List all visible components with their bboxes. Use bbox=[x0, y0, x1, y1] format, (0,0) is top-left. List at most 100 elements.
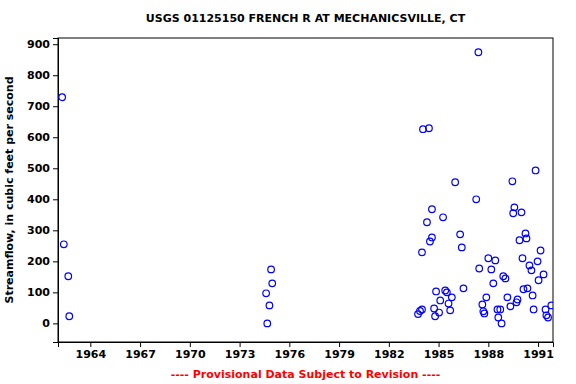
point bbox=[492, 257, 499, 264]
point bbox=[511, 204, 518, 211]
point bbox=[485, 255, 492, 262]
x-tick-mark bbox=[488, 342, 489, 347]
title: USGS 01125150 FRENCH R AT MECHANICSVILLE… bbox=[146, 12, 466, 25]
y-tick-label: 700 bbox=[27, 100, 50, 113]
point bbox=[483, 294, 490, 301]
point bbox=[530, 306, 537, 313]
point bbox=[419, 249, 426, 256]
point bbox=[65, 273, 72, 280]
point bbox=[548, 302, 553, 309]
point bbox=[537, 247, 544, 254]
point bbox=[514, 296, 521, 303]
point bbox=[545, 314, 552, 321]
x-tick-mark bbox=[389, 342, 390, 347]
y-tick: 300 bbox=[27, 224, 58, 237]
y-tick-label: 400 bbox=[27, 193, 50, 206]
y-tick-label: 200 bbox=[27, 255, 50, 268]
point bbox=[490, 280, 497, 287]
point bbox=[452, 179, 459, 186]
plot: 1964 1967 1970 1973 1976 1979 1982 1985 1988 1991… bbox=[27, 38, 555, 361]
point bbox=[440, 214, 447, 221]
x-tick-label: 1982 bbox=[374, 348, 405, 361]
x-tick-mark bbox=[289, 342, 290, 347]
y-tick: 200 bbox=[27, 255, 58, 268]
x-tick: 1964 bbox=[76, 342, 107, 361]
y-tick: 600 bbox=[27, 131, 58, 144]
point bbox=[424, 219, 431, 226]
point bbox=[436, 309, 443, 316]
point bbox=[263, 290, 270, 297]
point bbox=[457, 231, 464, 238]
y-tick: 700 bbox=[27, 100, 58, 113]
chart: 1964 1967 1970 1973 1976 1979 1982 1985 1988 1991… bbox=[0, 0, 576, 384]
point bbox=[516, 237, 523, 244]
point bbox=[445, 300, 452, 307]
point bbox=[419, 306, 426, 313]
y-tick: 0 bbox=[42, 317, 58, 330]
x-tick: 1979 bbox=[324, 342, 355, 361]
point bbox=[473, 196, 480, 203]
point bbox=[264, 320, 271, 327]
point bbox=[540, 271, 547, 278]
x-tick: 1985 bbox=[424, 342, 455, 361]
x-tick: 1973 bbox=[225, 342, 256, 361]
y-tick-mark bbox=[53, 199, 58, 200]
point bbox=[519, 255, 526, 262]
point bbox=[534, 258, 541, 265]
y-axis-line bbox=[53, 39, 59, 343]
y-tick: 100 bbox=[27, 286, 58, 299]
x-tick-label: 1991 bbox=[523, 348, 554, 361]
x-tick-label: 1970 bbox=[175, 348, 206, 361]
point bbox=[437, 297, 444, 304]
point bbox=[66, 313, 73, 320]
y-tick-mark bbox=[53, 106, 58, 107]
point bbox=[269, 280, 276, 287]
point bbox=[524, 285, 531, 292]
point bbox=[442, 287, 449, 294]
y-tick: 400 bbox=[27, 193, 58, 206]
y-tick: 500 bbox=[27, 162, 58, 175]
point bbox=[59, 94, 66, 101]
point bbox=[507, 303, 514, 310]
plot-frame bbox=[58, 38, 553, 342]
x-tick-mark bbox=[439, 342, 440, 347]
point bbox=[449, 294, 456, 301]
y-tick-label: 100 bbox=[27, 286, 50, 299]
y-axis: 0 100 200 300 400 500 600 700 800 900 bbox=[27, 38, 58, 342]
y-tick: 800 bbox=[27, 69, 58, 82]
x-tick-label: 1964 bbox=[76, 348, 107, 361]
x-tick-mark bbox=[538, 342, 539, 347]
point bbox=[266, 302, 273, 309]
x-tick-mark bbox=[240, 342, 241, 347]
y-axis-title: Streamflow, in cubic feet per second bbox=[3, 76, 16, 303]
point bbox=[523, 235, 530, 242]
y-tick-mark bbox=[53, 292, 58, 293]
x-tick: 1976 bbox=[275, 342, 306, 361]
x-tick: 1988 bbox=[474, 342, 505, 361]
point bbox=[427, 238, 434, 245]
x-tick-mark bbox=[190, 342, 191, 347]
x-tick: 1967 bbox=[125, 342, 156, 361]
point bbox=[426, 125, 433, 132]
point bbox=[447, 307, 454, 314]
point bbox=[488, 266, 495, 273]
y-tick-mark bbox=[53, 323, 58, 324]
point bbox=[268, 266, 275, 273]
point bbox=[479, 301, 486, 308]
x-tick-label: 1985 bbox=[424, 348, 455, 361]
x-tick-label: 1979 bbox=[324, 348, 355, 361]
point bbox=[432, 313, 439, 320]
point bbox=[498, 320, 505, 327]
y-tick-mark bbox=[53, 168, 58, 169]
point bbox=[481, 310, 488, 317]
y-tick-label: 300 bbox=[27, 224, 50, 237]
point bbox=[535, 277, 542, 284]
y-tick-mark bbox=[53, 137, 58, 138]
point bbox=[476, 265, 483, 272]
point bbox=[460, 285, 467, 292]
x-tick: 1982 bbox=[374, 342, 405, 361]
points bbox=[59, 49, 553, 327]
x-tick-label: 1967 bbox=[125, 348, 156, 361]
point bbox=[433, 288, 440, 295]
y-tick-label: 900 bbox=[27, 38, 50, 51]
